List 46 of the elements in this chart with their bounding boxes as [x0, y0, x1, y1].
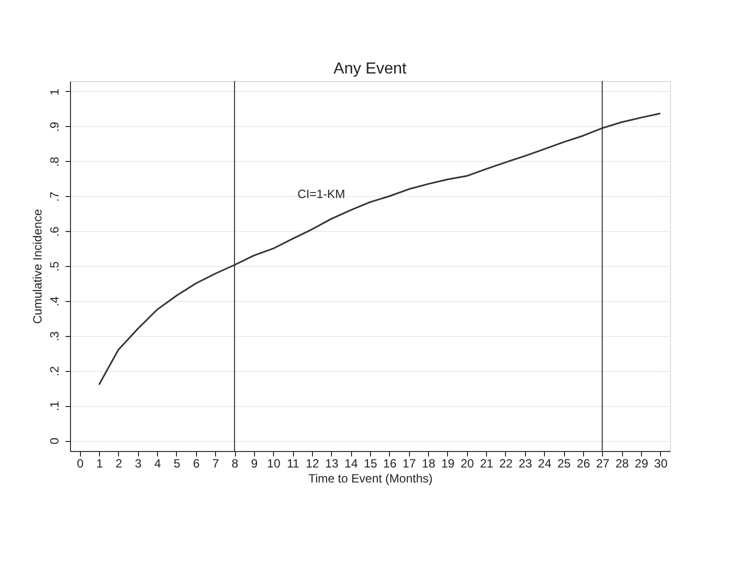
- y-tick-label: .1: [48, 400, 62, 412]
- x-tick-label: 20: [460, 456, 474, 470]
- y-tick-label: .4: [48, 296, 62, 306]
- x-tick-label: 18: [422, 456, 436, 470]
- x-tick-label: 21: [480, 456, 494, 470]
- x-tick-label: 12: [306, 456, 320, 470]
- x-tick-label: 4: [154, 456, 162, 470]
- y-tick-label: .3: [48, 330, 62, 342]
- x-tick-label: 25: [557, 456, 572, 470]
- x-tick-label: 22: [499, 456, 513, 470]
- x-tick-label: 26: [576, 456, 590, 470]
- x-tick-label: 16: [383, 456, 397, 470]
- x-tick-label: 15: [364, 456, 378, 470]
- x-tick-label: 6: [192, 456, 200, 470]
- x-tick-label: 10: [267, 456, 281, 470]
- x-tick-label: 24: [538, 456, 552, 470]
- x-tick-label: 30: [654, 456, 668, 470]
- x-tick-label: 23: [518, 456, 532, 470]
- x-tick-label: 29: [634, 456, 648, 470]
- x-tick-label: 0: [76, 456, 84, 470]
- y-tick-label: .9: [48, 122, 62, 132]
- y-tick-label: .6: [48, 226, 62, 237]
- y-tick-label: .5: [48, 261, 62, 272]
- y-tick-label: 0: [48, 437, 62, 444]
- y-tick-label: .2: [48, 366, 62, 376]
- x-tick-label: 3: [134, 456, 142, 470]
- x-tick-label: 5: [174, 456, 181, 470]
- y-axis-title: Cumulative Incidence: [30, 208, 44, 324]
- x-tick-label: 17: [402, 456, 416, 470]
- x-axis-title: Time to Event (Months): [308, 472, 433, 486]
- x-tick-label: 27: [596, 456, 610, 470]
- y-tick-label: .8: [48, 156, 62, 167]
- x-tick-label: 14: [344, 456, 358, 470]
- chart-title: Any Event: [334, 60, 408, 78]
- y-tick-label: .7: [48, 191, 62, 202]
- x-tick-label: 2: [116, 456, 123, 470]
- annotation: CI=1-KM: [297, 186, 346, 201]
- x-tick-label: 1: [96, 456, 104, 470]
- y-tick-label: 1: [48, 88, 62, 96]
- x-tick-label: 13: [325, 456, 339, 470]
- x-tick-label: 9: [251, 456, 258, 470]
- x-tick-label: 11: [286, 456, 300, 470]
- x-tick-label: 19: [441, 456, 455, 470]
- x-tick-label: 28: [615, 456, 630, 470]
- x-tick-label: 8: [232, 456, 239, 470]
- x-tick-label: 7: [212, 456, 220, 470]
